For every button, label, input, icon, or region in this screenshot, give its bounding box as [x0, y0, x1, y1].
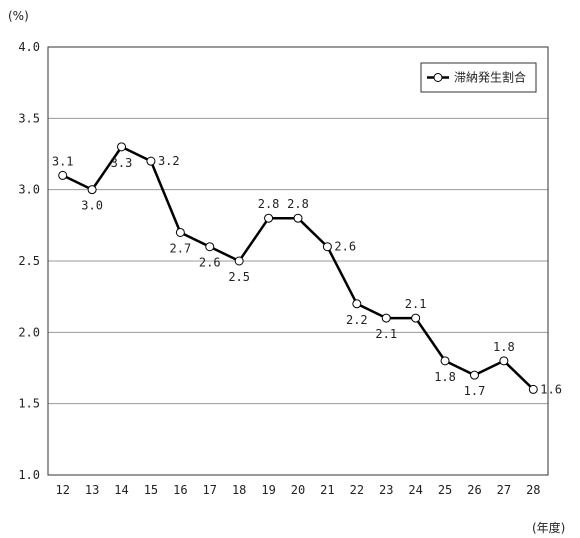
data-label: 2.2	[346, 313, 368, 327]
plot-frame	[47, 46, 549, 476]
data-label: 2.6	[199, 256, 221, 270]
data-point	[58, 170, 68, 180]
data-label: 1.6	[540, 382, 562, 396]
data-point	[293, 213, 303, 223]
x-axis-unit: (年度)	[532, 520, 565, 535]
data-label: 2.7	[170, 241, 192, 255]
data-label: 3.2	[158, 154, 180, 168]
data-point	[146, 156, 156, 166]
data-label: 2.8	[287, 197, 309, 211]
series-layer: 3.1 3.0 3.3 3.2 2.7 2.6 2.5 2.8 2.8 2.6 2.2 2.1 2.1 1…	[52, 142, 562, 398]
data-point	[117, 142, 127, 152]
y-tick-label: 2.0	[18, 325, 40, 339]
data-point	[264, 213, 274, 223]
x-tick-label: 15	[144, 483, 158, 497]
x-tick-label: 16	[173, 483, 187, 497]
y-tick-label: 4.0	[18, 40, 40, 54]
data-label: 2.5	[228, 270, 250, 284]
data-label: 2.1	[375, 327, 397, 341]
x-tick-labels: 12 13 14 15 16 17 18 19 20 21 22 23 24 25 26 27 28	[55, 483, 540, 497]
data-label: 2.6	[334, 240, 356, 254]
data-point	[205, 242, 215, 252]
series-line	[62, 145, 535, 391]
data-label: 1.8	[434, 370, 456, 384]
x-tick-label: 22	[350, 483, 364, 497]
x-tick-label: 14	[114, 483, 128, 497]
x-tick-label: 19	[261, 483, 275, 497]
data-point	[175, 227, 185, 237]
legend-marker	[433, 73, 443, 82]
data-label: 3.0	[81, 199, 103, 213]
data-point	[322, 242, 332, 252]
x-tick-label: 21	[320, 483, 334, 497]
y-tick-label: 3.5	[18, 111, 40, 125]
y-tick-label: 1.5	[18, 397, 40, 411]
data-point	[381, 313, 391, 323]
x-tick-label: 13	[85, 483, 99, 497]
y-tick-label: 1.0	[18, 468, 40, 482]
x-tick-label: 27	[497, 483, 511, 497]
data-point	[234, 256, 244, 266]
gridlines	[48, 117, 548, 405]
data-point	[469, 370, 479, 380]
x-tick-label: 17	[203, 483, 217, 497]
data-label: 2.8	[258, 197, 280, 211]
x-tick-label: 28	[526, 483, 540, 497]
data-label: 2.1	[405, 297, 427, 311]
data-point	[499, 356, 509, 366]
x-tick-label: 23	[379, 483, 393, 497]
data-label: 1.8	[493, 340, 515, 354]
data-label: 3.3	[111, 156, 133, 170]
data-label: 1.7	[464, 384, 486, 398]
data-point	[411, 313, 421, 323]
data-point	[87, 185, 97, 195]
legend-label: 滞納発生割合	[454, 70, 526, 85]
y-tick-labels: 1.0 1.5 2.0 2.5 3.0 3.5 4.0	[18, 40, 40, 482]
x-tick-label: 12	[55, 483, 69, 497]
data-point	[440, 356, 450, 366]
y-tick-label: 3.0	[18, 183, 40, 197]
x-tick-label: 20	[291, 483, 305, 497]
data-point	[528, 384, 538, 394]
x-tick-label: 25	[438, 483, 452, 497]
x-tick-label: 26	[467, 483, 481, 497]
x-tick-label: 18	[232, 483, 246, 497]
x-tick-label: 24	[408, 483, 422, 497]
y-axis-unit: (%)	[8, 9, 29, 23]
data-point	[352, 299, 362, 309]
y-tick-label: 2.5	[18, 254, 40, 268]
legend: 滞納発生割合	[420, 62, 537, 93]
data-label: 3.1	[52, 154, 74, 168]
